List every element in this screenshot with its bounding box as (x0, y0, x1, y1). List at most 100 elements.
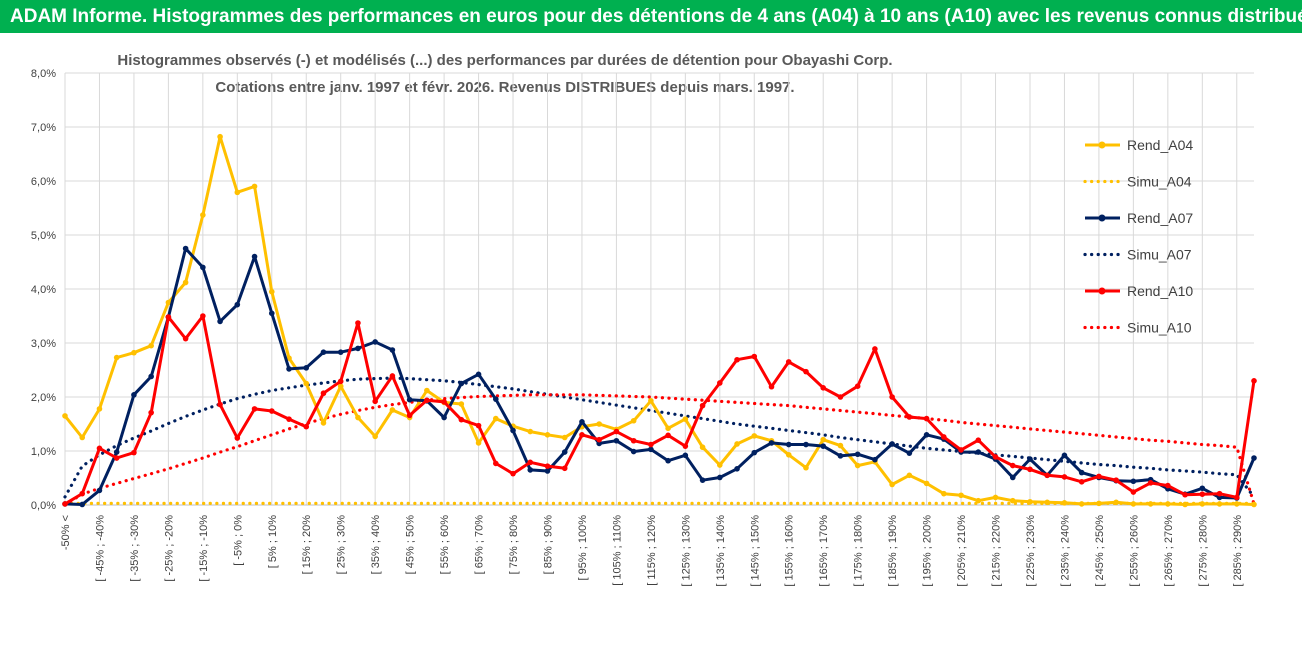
series-layer (62, 133, 1257, 508)
x-tick-label: [ 265% ; 270% (1163, 515, 1175, 587)
data-point (148, 373, 154, 380)
x-tick-label: [ 155% ; 160% (784, 515, 796, 587)
x-tick-label: [ 105% ; 110% (611, 515, 623, 586)
data-point (1044, 499, 1051, 506)
data-point (441, 399, 447, 405)
data-point (424, 387, 430, 394)
data-point (1061, 500, 1068, 506)
data-point (785, 441, 792, 448)
data-point (717, 462, 723, 468)
data-point (389, 373, 396, 379)
data-point (1061, 452, 1068, 459)
data-point (1199, 491, 1206, 498)
data-point (286, 366, 292, 372)
data-point (1113, 499, 1119, 506)
data-point (492, 415, 499, 422)
data-point (337, 349, 344, 355)
data-point (751, 353, 758, 360)
data-point (665, 425, 671, 432)
data-point (372, 398, 378, 405)
data-point (854, 451, 861, 458)
data-point (182, 245, 189, 252)
data-point (200, 264, 206, 271)
y-tick-label: 3,0% (31, 338, 56, 350)
data-point (1027, 466, 1033, 473)
data-point (148, 342, 154, 349)
data-point (630, 437, 637, 444)
data-point (182, 335, 189, 342)
x-tick-label: [ 145% ; 150% (749, 515, 761, 587)
x-tick-label: [ 35% ; 40% (370, 515, 382, 575)
data-point (1147, 480, 1154, 486)
data-point (79, 501, 86, 508)
data-point (596, 436, 602, 443)
data-point (251, 253, 258, 260)
data-point (1233, 501, 1240, 507)
data-point (251, 183, 258, 190)
data-point (665, 457, 671, 464)
data-point (1199, 485, 1206, 492)
data-point (889, 394, 895, 400)
series-Rend_A10 (62, 313, 1257, 507)
data-point (113, 354, 120, 361)
data-point (751, 449, 758, 456)
data-point (544, 432, 551, 438)
series-line-Simu_A07 (63, 376, 1256, 499)
data-point (596, 421, 602, 427)
data-point (820, 443, 827, 449)
data-point (561, 449, 568, 455)
y-tick-label: 2,0% (31, 392, 56, 404)
series-Rend_A07 (62, 245, 1257, 508)
data-point (217, 401, 223, 408)
x-tick-label: [ 55% ; 60% (439, 515, 451, 575)
data-point (475, 422, 482, 429)
x-tick-label: [ 245% ; 250% (1094, 515, 1106, 587)
data-point (303, 365, 310, 371)
data-point (303, 380, 310, 387)
data-point (613, 428, 620, 435)
data-point (941, 490, 947, 497)
data-point (1096, 500, 1102, 507)
x-tick-label: [ -25% ; -20% (163, 515, 175, 582)
data-point (1027, 456, 1033, 462)
y-tick-label: 8,0% (31, 68, 56, 80)
data-point (148, 409, 154, 416)
data-point (717, 380, 723, 386)
data-point (458, 380, 465, 387)
data-point (1165, 482, 1171, 489)
x-tick-label: [ 185% ; 190% (887, 515, 899, 587)
x-tick-label: [ 65% ; 70% (474, 515, 486, 575)
data-point (561, 465, 568, 472)
data-point (820, 436, 827, 443)
data-point (355, 345, 361, 352)
data-point (1216, 501, 1223, 507)
data-point (1027, 498, 1033, 505)
data-point (1096, 473, 1102, 480)
legend-item-Rend_A07: Rend_A07 (1085, 210, 1193, 226)
data-point (475, 371, 482, 378)
legend-item-Simu_A04: Simu_A04 (1083, 174, 1192, 190)
data-point (200, 313, 206, 319)
x-tick-label: [ 75% ; 80% (508, 515, 520, 575)
data-point (320, 390, 327, 397)
x-tick-label: [ -15% ; -10% (198, 515, 210, 582)
y-tick-label: 1,0% (31, 446, 56, 458)
data-point (1061, 474, 1068, 480)
legend-label: Rend_A10 (1127, 283, 1193, 299)
data-point (355, 320, 361, 326)
data-point (889, 481, 895, 488)
x-tick-label: [ 85% ; 90% (542, 515, 554, 575)
data-point (234, 301, 241, 308)
data-point (96, 445, 103, 452)
data-point (79, 490, 86, 497)
report-banner: ADAM Informe. Histogrammes des performan… (0, 0, 1302, 33)
data-point (406, 396, 413, 403)
data-point (1113, 477, 1119, 483)
data-point (62, 501, 68, 507)
data-point (579, 432, 585, 438)
data-point (217, 133, 223, 140)
data-point (717, 474, 723, 481)
legend-item-Rend_A04: Rend_A04 (1085, 137, 1193, 153)
data-point (1009, 462, 1016, 469)
data-point (751, 433, 758, 439)
